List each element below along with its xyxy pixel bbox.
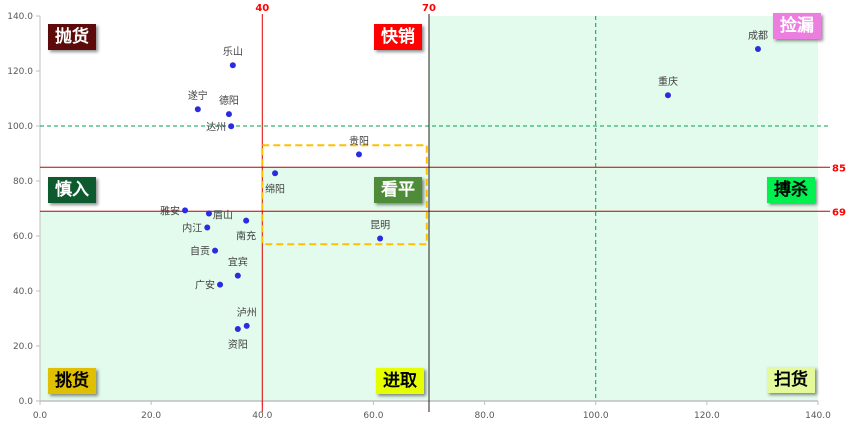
data-label: 遂宁 — [188, 89, 208, 102]
data-point — [205, 210, 212, 217]
data-label: 德阳 — [219, 94, 239, 107]
quadrant-label-tiaohuo: 挑货 — [48, 368, 96, 394]
data-point — [243, 322, 250, 329]
data-label: 贵阳 — [349, 134, 369, 147]
x-tick-label: 120.0 — [694, 411, 720, 421]
data-label: 宜宾 — [228, 256, 248, 269]
data-label: 绵阳 — [265, 182, 285, 195]
data-label: 南充 — [236, 230, 256, 243]
y-tick-label: 120.0 — [7, 67, 33, 77]
data-point — [243, 217, 250, 224]
data-point — [194, 106, 201, 113]
data-label: 乐山 — [223, 46, 243, 58]
data-point — [229, 62, 236, 69]
data-point — [377, 235, 384, 242]
y-tick-label: 100.0 — [7, 122, 33, 132]
data-point — [228, 123, 235, 130]
data-label: 广安 — [195, 279, 215, 292]
x-tick-label: 140.0 — [805, 411, 831, 421]
data-label: 重庆 — [658, 75, 678, 88]
data-point — [664, 92, 671, 99]
quadrant-label-jinqu: 进取 — [376, 368, 424, 394]
data-point — [355, 151, 362, 158]
quadrant-label-jianlou: 捡漏 — [773, 13, 821, 39]
reference-label-x-40: 40 — [255, 3, 269, 14]
x-tick-label: 60.0 — [363, 411, 383, 421]
data-label: 眉山 — [213, 209, 233, 221]
data-label: 雅安 — [160, 204, 180, 217]
data-point — [217, 281, 224, 288]
data-label: 资阳 — [228, 339, 248, 351]
quadrant-label-saohuo: 扫货 — [767, 367, 815, 393]
shaded-region-high — [429, 16, 818, 168]
quadrant-label-kanping: 看平 — [374, 177, 422, 203]
data-label: 成都 — [748, 30, 768, 42]
x-tick-label: 20.0 — [141, 411, 161, 421]
highlight-box — [261, 144, 428, 246]
reference-label-x-70: 70 — [422, 3, 436, 14]
x-tick-label: 0.0 — [33, 411, 48, 421]
y-tick-label: 80.0 — [13, 177, 33, 187]
reference-label-y-69: 69 — [832, 207, 846, 218]
shaded-region-mid — [262, 167, 818, 212]
data-point — [212, 247, 219, 254]
data-point — [225, 111, 232, 118]
data-label: 内江 — [182, 221, 202, 234]
y-tick-label: 20.0 — [13, 342, 33, 352]
data-label: 泸州 — [237, 307, 257, 319]
data-label: 自贡 — [190, 245, 210, 258]
y-tick-label: 60.0 — [13, 232, 33, 242]
data-point — [754, 46, 761, 52]
quadrant-label-bosha: 搏杀 — [767, 177, 815, 203]
x-tick-label: 100.0 — [583, 411, 609, 421]
x-tick-label: 40.0 — [252, 411, 272, 421]
data-label: 昆明 — [370, 219, 390, 231]
x-tick-label: 80.0 — [475, 411, 495, 421]
y-tick-label: 140.0 — [7, 12, 33, 22]
y-tick-label: 0.0 — [19, 397, 34, 407]
data-point — [234, 325, 241, 332]
data-point — [182, 207, 189, 214]
data-label: 达州 — [206, 121, 226, 133]
data-point — [234, 272, 241, 279]
reference-label-y-85: 85 — [832, 163, 846, 174]
quadrant-label-paohuo: 抛货 — [48, 24, 96, 50]
quadrant-label-shenru: 慎入 — [48, 177, 96, 203]
data-point — [272, 170, 279, 177]
y-tick-label: 40.0 — [13, 287, 33, 297]
quadrant-label-kuaixiao: 快销 — [374, 24, 422, 50]
data-point — [204, 224, 211, 231]
